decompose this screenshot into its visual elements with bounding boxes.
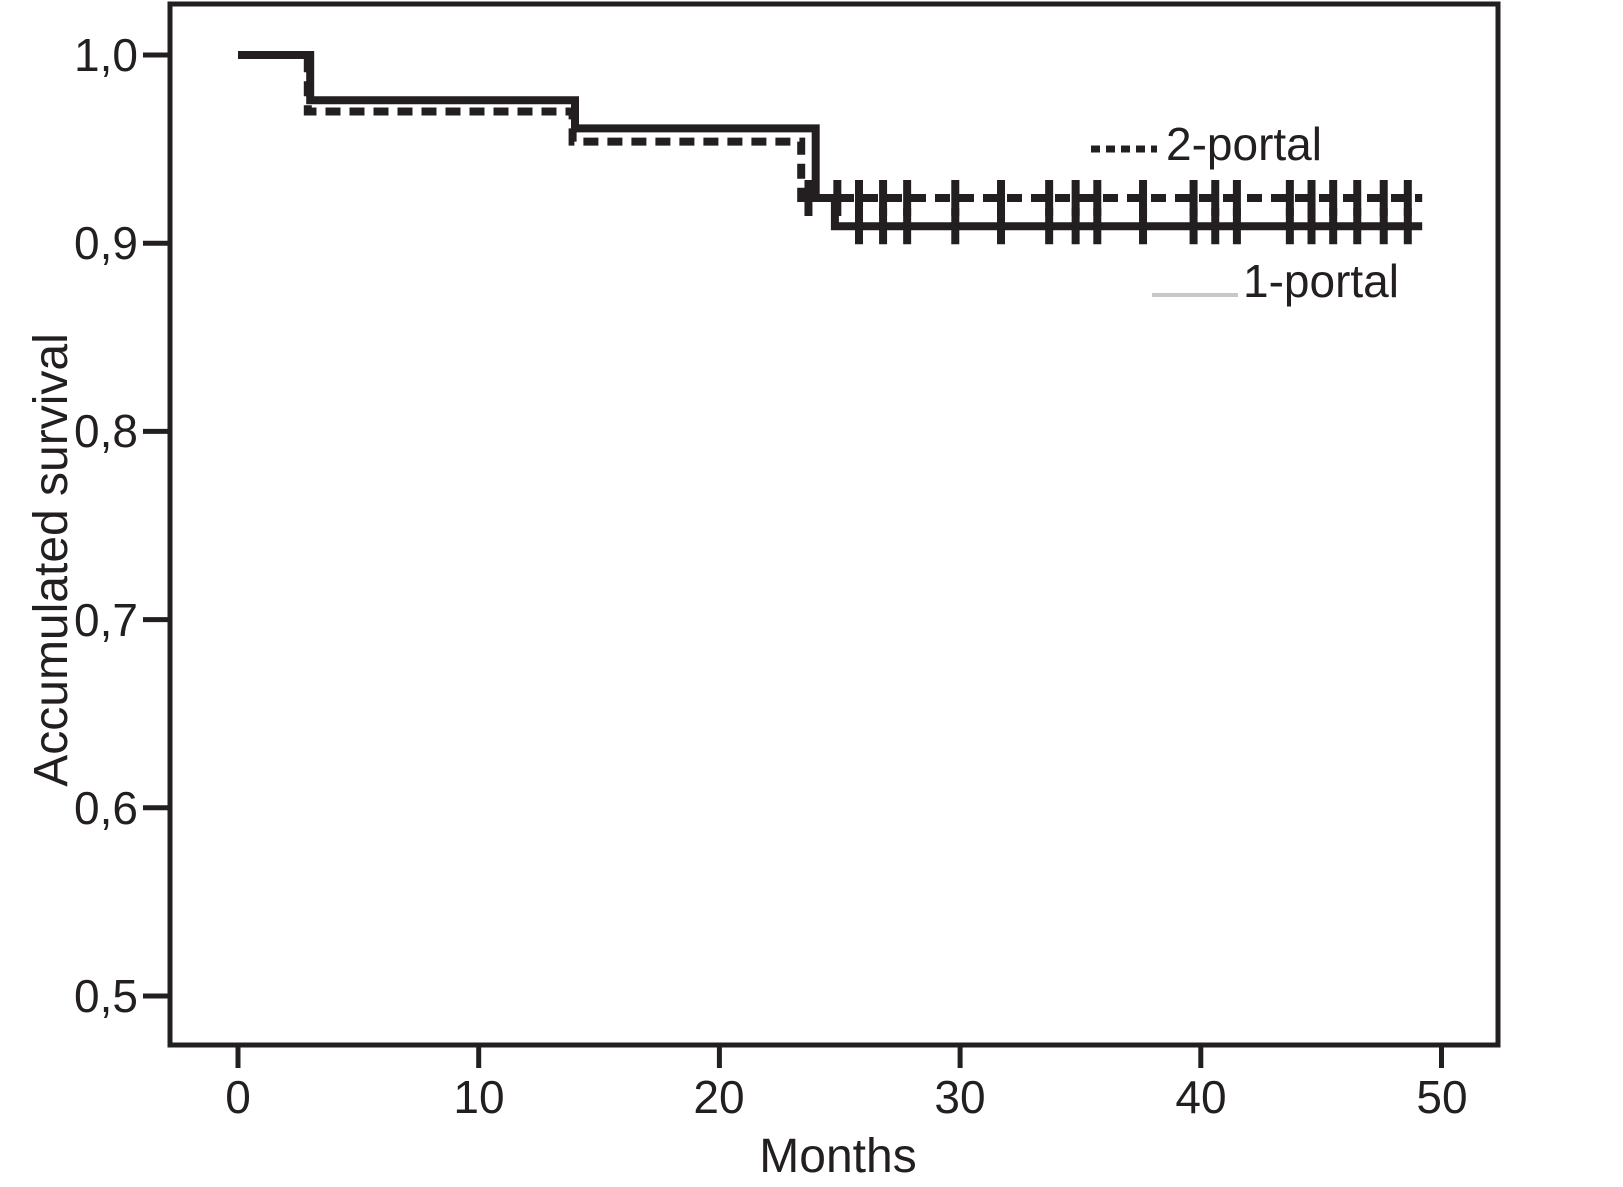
y-tick-label-0-7: 0,7 — [74, 594, 138, 646]
x-tick-label-30: 30 — [934, 1071, 986, 1123]
x-tick-label-10: 10 — [453, 1071, 505, 1123]
y-tick-label-0-9: 0,9 — [74, 217, 138, 269]
legend-solid-line-sample-icon — [1152, 293, 1238, 297]
y-tick-label-1-0: 1,0 — [74, 29, 138, 81]
y-tick-label-0-5: 0,5 — [74, 970, 138, 1022]
legend-dashed-line-sample-icon — [1091, 145, 1157, 153]
legend-label-2-portal: 2-portal — [1166, 118, 1322, 170]
x-tick-label-40: 40 — [1175, 1071, 1227, 1123]
legend-label-1-portal: 1-portal — [1243, 255, 1399, 307]
x-axis-title: Months — [759, 1130, 917, 1183]
y-tick-label-0-8: 0,8 — [74, 405, 138, 457]
x-tick-label-20: 20 — [693, 1071, 745, 1123]
y-tick-label-0-6: 0,6 — [74, 782, 138, 834]
y-axis-title: Accumulated survival — [25, 333, 78, 787]
x-tick-label-0: 0 — [225, 1071, 251, 1123]
x-tick-label-50: 50 — [1416, 1071, 1468, 1123]
